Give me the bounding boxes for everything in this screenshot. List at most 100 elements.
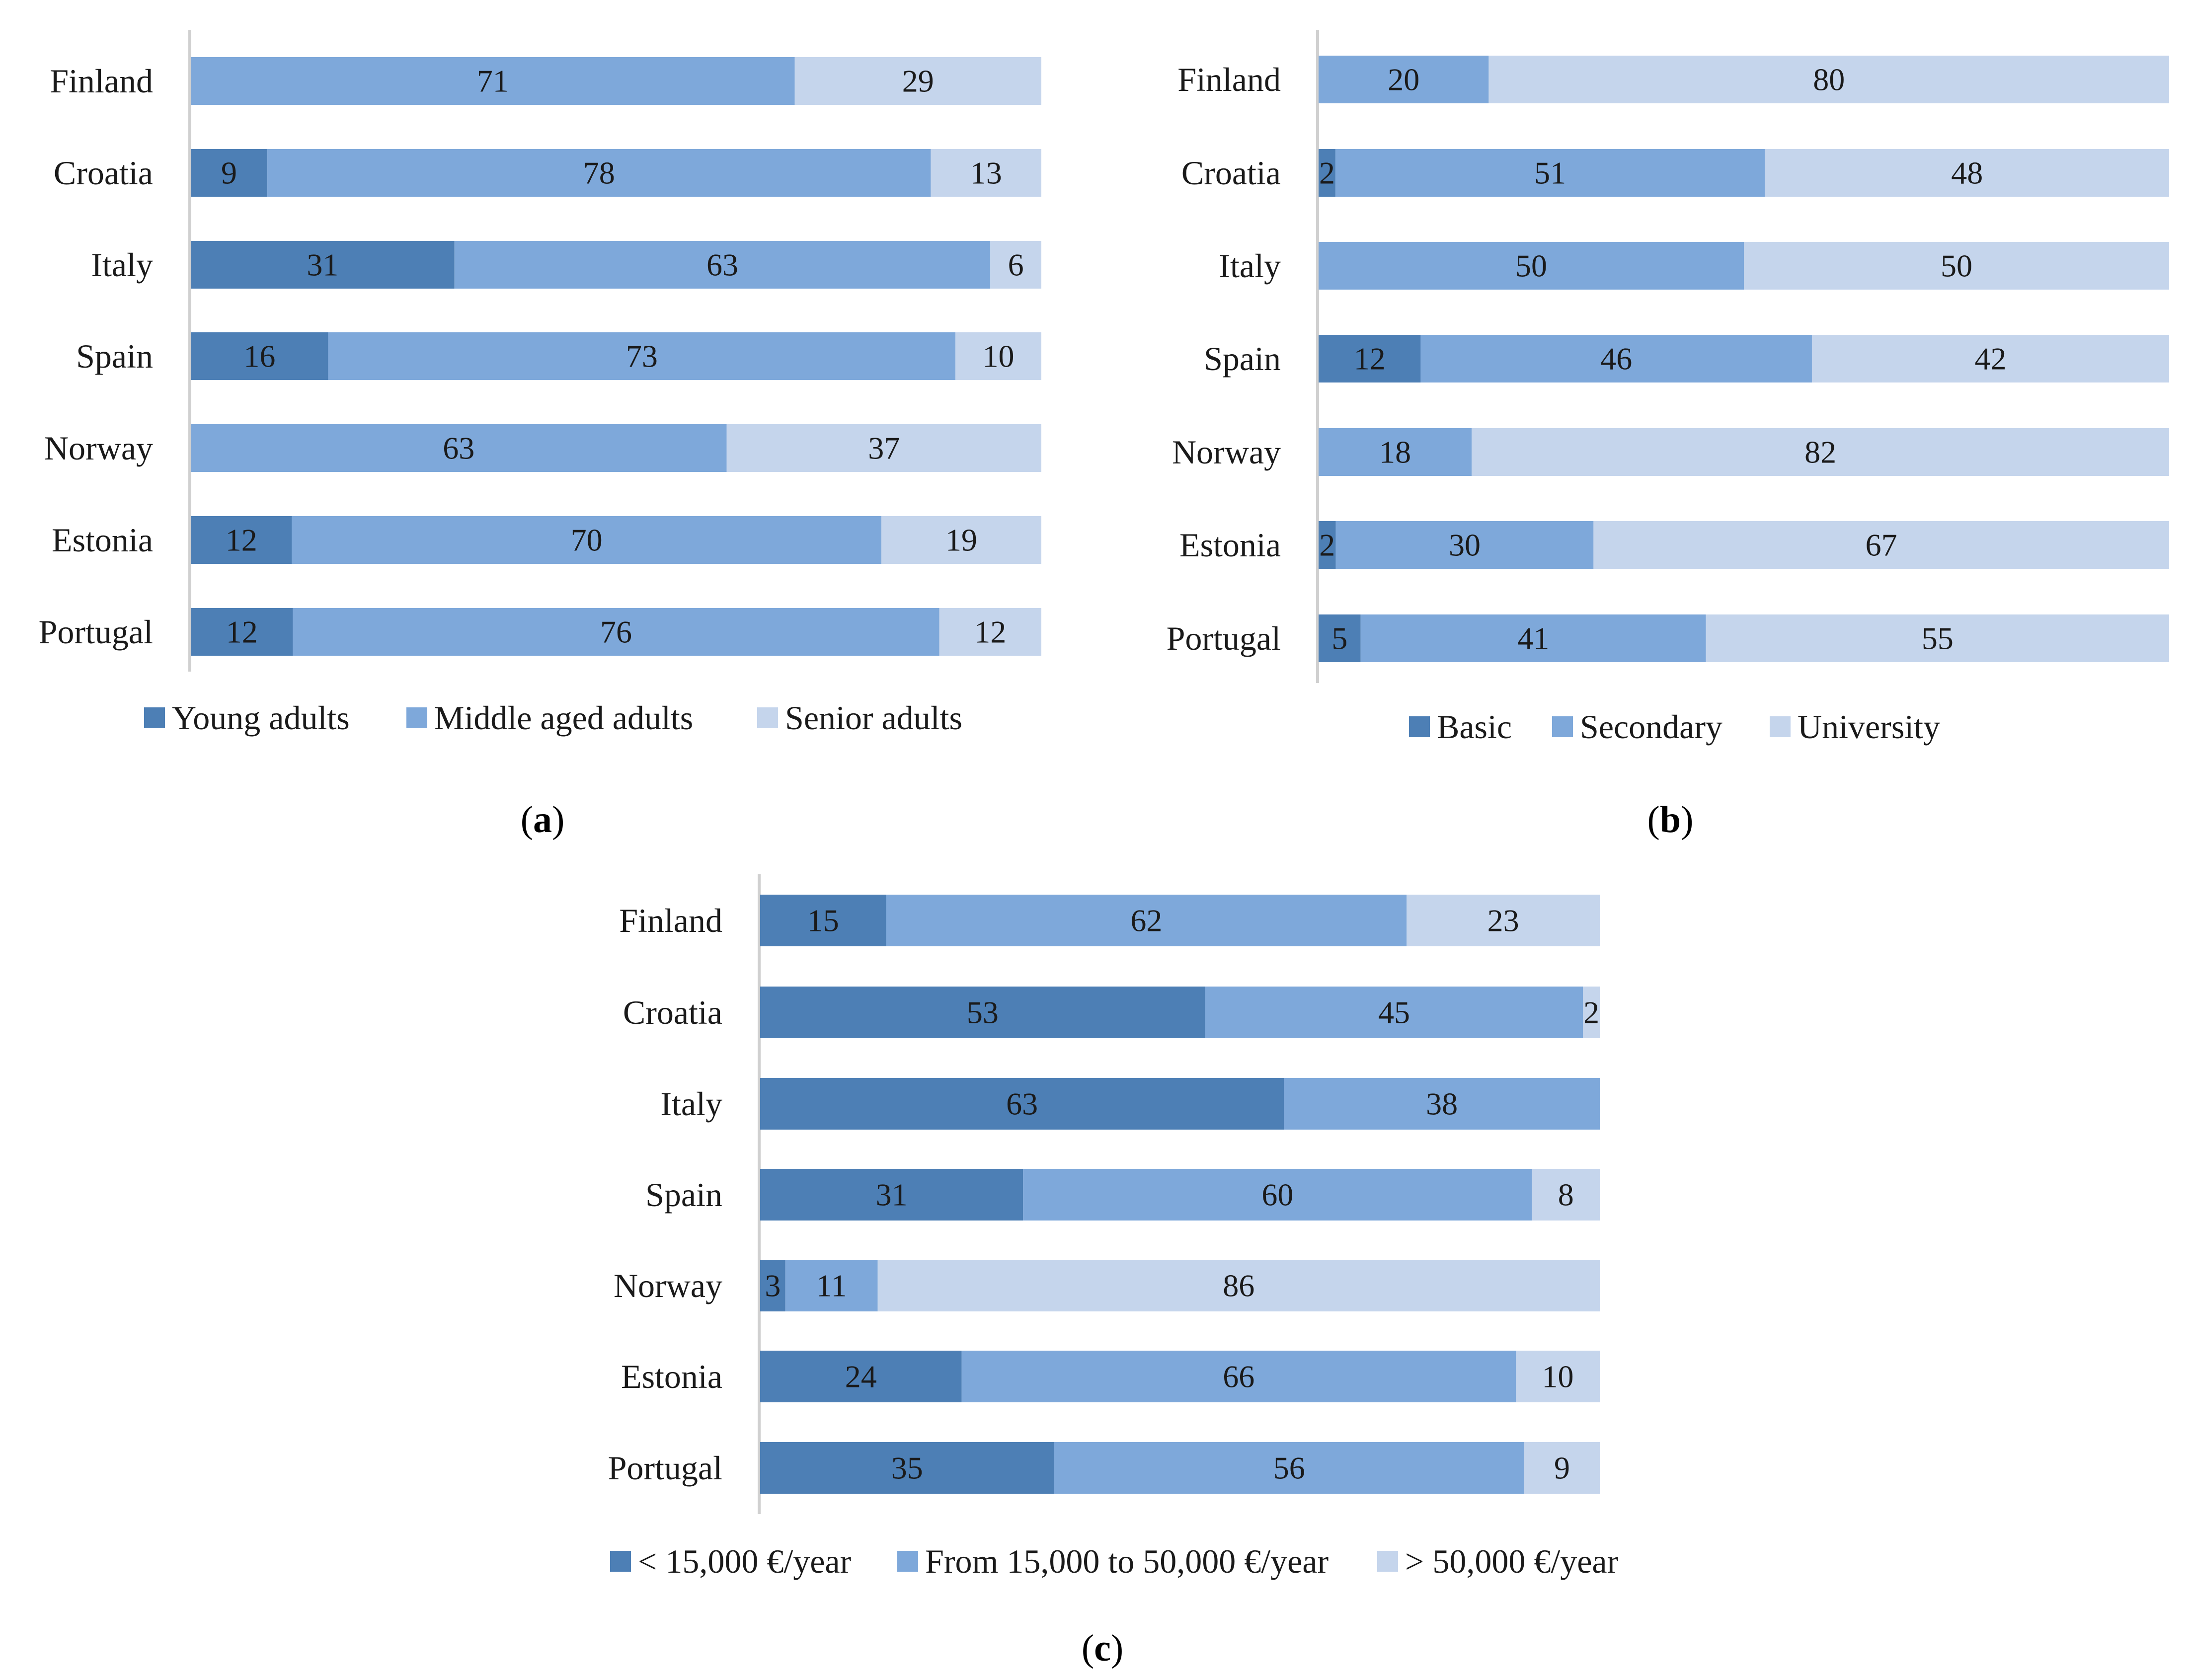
data-label: 46 [1600,341,1632,377]
data-label: 56 [1273,1451,1305,1486]
bar-segment [328,332,956,380]
bar-segment [191,608,293,656]
legend-swatch [610,1551,631,1572]
category-label: Italy [91,246,153,284]
data-label: 24 [845,1359,877,1394]
legend-swatch [1377,1551,1398,1572]
data-label: 18 [1379,435,1411,470]
bar-segment [939,608,1041,656]
bar-segment [1319,335,1421,382]
bar-segment [1054,1442,1524,1494]
legend-swatch [1409,716,1430,737]
bar-segment [1319,242,1744,290]
category-label: Finland [619,902,722,939]
bar-segment [293,608,939,656]
bar-segment [1811,335,2169,382]
data-label: 73 [626,339,658,374]
data-label: 9 [1554,1451,1570,1486]
bar-segment [931,149,1041,197]
bar-segment [454,241,991,289]
data-label: 11 [816,1268,847,1303]
bar-segment [760,987,1205,1038]
category-label: Spain [76,337,153,375]
bar-segment [1488,56,2169,103]
bar-segment [760,1442,1054,1494]
data-label: 6 [1008,247,1024,283]
data-label: 13 [970,155,1002,191]
category-label: Estonia [1179,526,1281,564]
bar-segment [1583,987,1600,1038]
data-label: 63 [443,431,474,466]
data-label: 3 [765,1268,781,1303]
category-label: Croatia [623,993,722,1031]
category-label: Estonia [621,1358,722,1395]
legend-swatch [144,707,165,728]
bar-segment [191,516,292,564]
data-label: 50 [1941,248,1972,284]
panel-label: (b) [1647,799,1694,840]
legend-label: < 15,000 €/year [638,1542,852,1580]
panel-label: (c) [1082,1627,1123,1669]
category-label: Croatia [54,154,153,192]
data-label: 51 [1534,155,1566,191]
data-label: 10 [983,339,1015,374]
data-label: 86 [1223,1268,1254,1303]
bar-segment [760,1260,785,1311]
bar-segment [1319,149,1335,197]
bar-segment [877,1260,1600,1311]
bar-segment [886,895,1407,946]
data-label: 82 [1804,435,1836,470]
bar-segment [760,1351,962,1402]
data-label: 80 [1813,62,1845,97]
bar-segment [961,1351,1516,1402]
category-label: Finland [1177,61,1281,98]
data-label: 12 [226,523,257,558]
bar-segment [760,1078,1284,1130]
data-label: 42 [1974,341,2006,377]
data-label: 2 [1583,995,1599,1030]
legend-label: Senior adults [785,699,962,737]
data-label: 70 [571,523,603,558]
legend-label: Young adults [172,699,350,737]
bar-segment [794,57,1041,105]
bar-segment [1319,614,1361,662]
data-label: 71 [477,64,509,99]
bar-segment [292,516,881,564]
bar-segment [191,57,795,105]
legend-label: University [1798,708,1940,746]
data-label: 35 [891,1451,923,1486]
data-label: 12 [226,614,258,650]
category-label: Croatia [1181,154,1281,192]
data-label: 20 [1388,62,1419,97]
bar-segment [1420,335,1812,382]
bar-segment [1335,149,1765,197]
bar-segment [1319,428,1472,476]
bar-segment [1360,614,1706,662]
data-label: 38 [1426,1086,1458,1122]
bar-segment [1472,428,2169,476]
data-label: 60 [1261,1177,1293,1213]
data-label: 31 [876,1177,908,1213]
legend-swatch [897,1551,918,1572]
category-label: Portugal [608,1449,722,1487]
bar-segment [990,241,1041,289]
category-label: Portugal [39,613,153,651]
data-label: 9 [221,155,237,191]
bar-segment [785,1260,878,1311]
bar-segment [1335,521,1594,569]
legend-swatch [1552,716,1573,737]
legend-swatch [406,707,427,728]
bar-segment [1205,987,1583,1038]
bar-segment [1023,1169,1532,1221]
bar-segment [1593,521,2169,569]
data-label: 48 [1951,155,1983,191]
bar-segment [1706,614,2169,662]
data-label: 29 [902,64,934,99]
bar-segment [1284,1078,1600,1130]
data-label: 78 [583,155,615,191]
bar-segment [1524,1442,1600,1494]
data-label: 5 [1331,621,1347,656]
legend-label: From 15,000 to 50,000 €/year [925,1542,1329,1580]
data-label: 2 [1319,528,1335,563]
